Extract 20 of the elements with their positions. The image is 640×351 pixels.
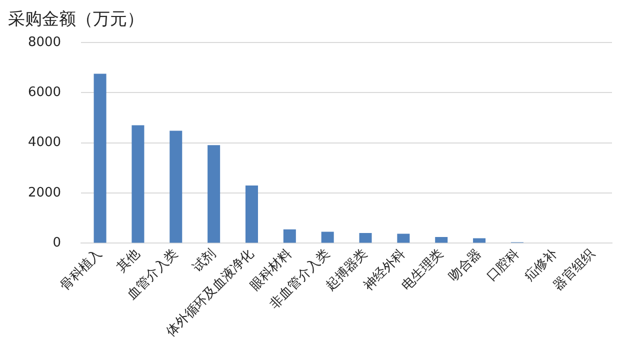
y-tick-label: 6000 bbox=[28, 84, 62, 100]
bar bbox=[283, 229, 296, 243]
x-tick-label: 试剂 bbox=[189, 246, 220, 276]
bar bbox=[245, 185, 258, 243]
y-tick-label: 8000 bbox=[28, 34, 62, 50]
chart-title: 采购金额（万元） bbox=[8, 10, 144, 30]
bar bbox=[397, 234, 410, 243]
y-tick-label: 2000 bbox=[28, 185, 62, 200]
x-tick-label: 吻合器 bbox=[446, 246, 484, 285]
y-tick-label: 4000 bbox=[28, 135, 62, 150]
bar bbox=[208, 145, 220, 243]
bar bbox=[473, 238, 486, 243]
bar bbox=[170, 130, 182, 243]
x-tick-label: 口腔科 bbox=[484, 246, 522, 285]
bar bbox=[435, 236, 448, 243]
bar bbox=[359, 232, 372, 243]
bar bbox=[94, 74, 106, 243]
bar bbox=[132, 125, 144, 243]
x-tick-label: 其他 bbox=[114, 246, 144, 276]
bar bbox=[321, 232, 334, 243]
